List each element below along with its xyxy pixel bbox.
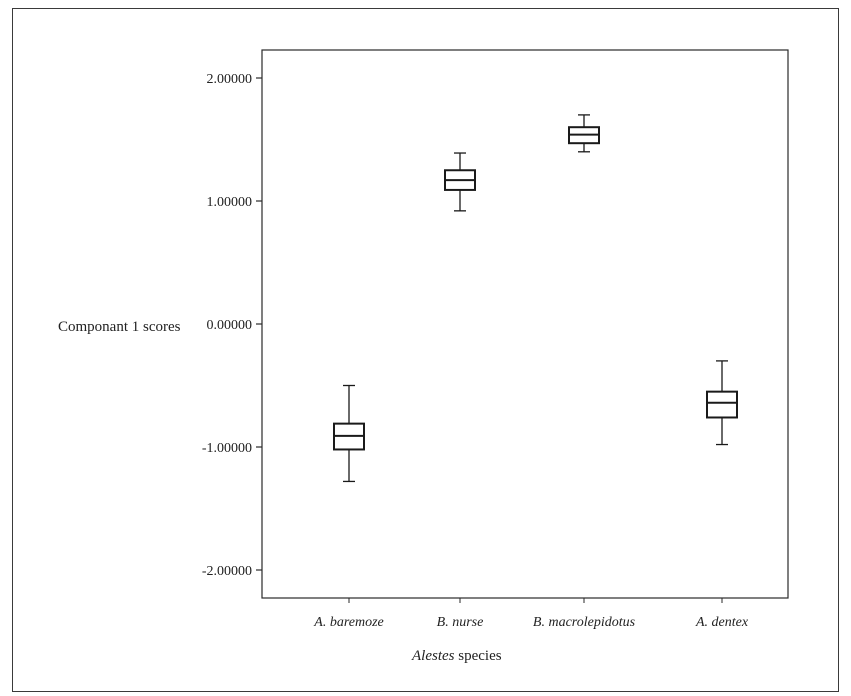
box-group (568, 114, 600, 153)
x-axis-label-rest: species (454, 648, 502, 664)
x-tick-label: A. dentex (695, 615, 749, 630)
y-tick-label: 1.00000 (207, 195, 253, 210)
x-axis-label-genus: Alestes (412, 648, 455, 664)
y-axis: 2.00000 1.00000 0.00000 -1.00000 -2.00000 (202, 72, 262, 579)
figure-frame (12, 8, 839, 692)
plot-area (261, 49, 789, 599)
box-group (333, 384, 365, 483)
y-tick-label: 2.00000 (207, 72, 253, 87)
x-axis: A. baremoze B. nurse B. macrolepidotus A. d… (313, 598, 749, 630)
boxes (333, 114, 738, 483)
x-axis-label: Alestes species (412, 648, 612, 665)
x-tick-label: B. nurse (437, 615, 484, 630)
box (706, 390, 738, 419)
box-group (706, 360, 738, 446)
x-tick-label: A. baremoze (313, 615, 383, 630)
y-tick-label: -1.00000 (202, 441, 252, 456)
y-axis-label: Componant 1 scores (58, 319, 181, 335)
box-group (444, 152, 476, 212)
y-tick-label: 0.00000 (207, 318, 253, 333)
x-tick-label: B. macrolepidotus (533, 615, 636, 630)
y-tick-label: -2.00000 (202, 564, 252, 579)
